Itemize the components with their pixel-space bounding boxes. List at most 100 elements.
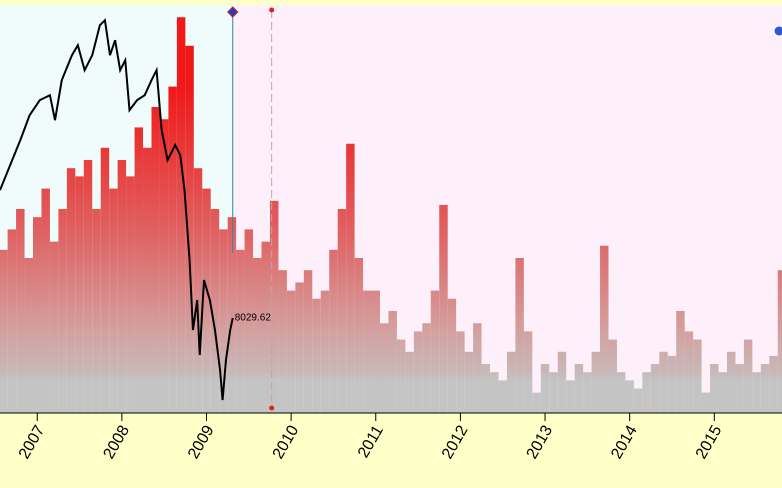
bar	[253, 257, 262, 413]
bar	[523, 331, 533, 413]
bar	[244, 229, 254, 413]
bar	[388, 311, 397, 413]
bar	[473, 323, 482, 413]
bar	[726, 351, 736, 413]
bar	[117, 160, 127, 413]
bar	[202, 188, 211, 413]
bar	[278, 270, 287, 413]
bar	[329, 249, 338, 413]
bar	[185, 45, 194, 414]
bar	[456, 331, 465, 413]
bar	[363, 290, 372, 413]
bar	[481, 364, 491, 413]
bar	[176, 17, 186, 414]
bar	[109, 188, 118, 413]
bar	[659, 351, 668, 413]
bar	[710, 364, 719, 413]
bar	[134, 127, 144, 414]
bar	[371, 290, 380, 413]
cursor-handle	[227, 6, 239, 18]
bar	[33, 217, 42, 413]
scroll-icon[interactable]	[773, 25, 782, 37]
bar	[684, 331, 694, 413]
bar	[58, 209, 67, 413]
bar	[219, 229, 228, 413]
bar	[261, 241, 270, 413]
index-line	[0, 18, 234, 401]
bar	[143, 147, 152, 414]
bar	[49, 241, 59, 413]
bar	[210, 209, 220, 413]
bar	[600, 245, 609, 413]
bar	[608, 339, 617, 413]
bar	[557, 351, 567, 413]
bar	[506, 351, 516, 413]
bar	[405, 351, 414, 413]
bar	[583, 372, 592, 413]
bar	[346, 143, 355, 413]
bar	[312, 298, 321, 413]
bar	[735, 364, 744, 413]
bar	[0, 249, 8, 413]
bar	[498, 380, 507, 413]
bar	[676, 311, 685, 413]
bar	[379, 323, 389, 413]
bar	[625, 380, 634, 413]
bar	[642, 372, 651, 413]
bar	[236, 249, 245, 413]
bar	[515, 257, 524, 413]
bar	[532, 392, 541, 413]
bar	[650, 364, 660, 413]
bar	[566, 380, 575, 413]
top-strip	[0, 0, 782, 5]
bar	[718, 372, 727, 413]
bar	[422, 323, 431, 413]
bar	[193, 168, 203, 413]
bar	[168, 86, 177, 413]
bar	[100, 147, 110, 414]
bar	[295, 282, 304, 413]
bar	[41, 188, 50, 413]
bar	[286, 290, 296, 413]
bar	[430, 290, 440, 413]
bar	[752, 372, 761, 413]
bar	[337, 209, 347, 413]
bar	[540, 364, 550, 413]
reference-dot	[269, 405, 275, 411]
bar	[269, 200, 279, 413]
bar	[743, 339, 753, 413]
bar	[777, 270, 782, 413]
bar	[354, 257, 364, 413]
bar	[320, 290, 330, 413]
bar	[701, 392, 711, 413]
bar	[490, 372, 499, 413]
bar	[439, 204, 448, 413]
bar	[151, 107, 160, 413]
bar	[413, 331, 423, 413]
bar	[769, 355, 778, 413]
bar	[760, 364, 770, 413]
bar	[75, 176, 84, 413]
bar	[447, 298, 457, 413]
bar	[574, 364, 584, 413]
bar	[464, 351, 474, 413]
bar	[591, 351, 601, 413]
bar	[303, 270, 313, 413]
bar	[126, 176, 135, 413]
bar	[83, 160, 93, 413]
bar	[16, 209, 25, 413]
bar	[92, 209, 101, 413]
bar	[227, 217, 237, 413]
value-label: 8029.62	[235, 313, 272, 324]
bar	[7, 229, 17, 413]
bar	[693, 339, 702, 413]
plot-area	[0, 5, 782, 414]
bar	[549, 372, 558, 413]
bar	[616, 372, 626, 413]
bar	[633, 388, 643, 413]
bar	[24, 257, 34, 413]
bar	[159, 119, 169, 414]
bar	[66, 168, 76, 413]
bar	[667, 355, 677, 413]
